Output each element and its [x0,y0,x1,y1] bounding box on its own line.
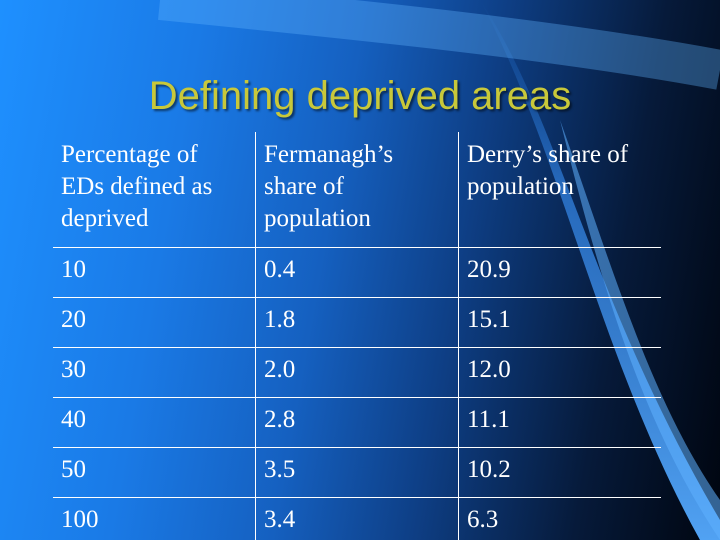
cell-derry: 6.3 [458,497,661,540]
header-cell-percentage: Percentage of EDs defined as deprived [53,132,256,248]
cell-percentage: 10 [53,247,256,298]
table-row: 100 3.4 6.3 [53,497,661,540]
table-header-row: Percentage of EDs defined as deprived Fe… [53,132,661,248]
table-row: 40 2.8 11.1 [53,397,661,448]
deprivation-table: Percentage of EDs defined as deprived Fe… [53,132,661,540]
cell-fermanagh: 0.4 [255,247,459,298]
cell-percentage: 20 [53,297,256,348]
cell-fermanagh: 2.8 [255,397,459,448]
header-cell-derry: Derry’s share of population [458,132,661,248]
cell-fermanagh: 2.0 [255,347,459,398]
table-row: 10 0.4 20.9 [53,247,661,298]
cell-percentage: 40 [53,397,256,448]
cell-fermanagh: 3.5 [255,447,459,498]
table-row: 50 3.5 10.2 [53,447,661,498]
header-cell-fermanagh: Fermanagh’s share of population [255,132,459,248]
cell-percentage: 100 [53,497,256,540]
table-row: 30 2.0 12.0 [53,347,661,398]
cell-percentage: 50 [53,447,256,498]
swoosh-curve-inner [560,120,720,540]
cell-derry: 10.2 [458,447,661,498]
cell-derry: 20.9 [458,247,661,298]
light-curve [158,0,720,90]
cell-derry: 11.1 [458,397,661,448]
table-row: 20 1.8 15.1 [53,297,661,348]
cell-derry: 15.1 [458,297,661,348]
cell-fermanagh: 1.8 [255,297,459,348]
slide-title: Defining deprived areas [148,74,572,118]
cell-derry: 12.0 [458,347,661,398]
cell-fermanagh: 3.4 [255,497,459,540]
cell-percentage: 30 [53,347,256,398]
